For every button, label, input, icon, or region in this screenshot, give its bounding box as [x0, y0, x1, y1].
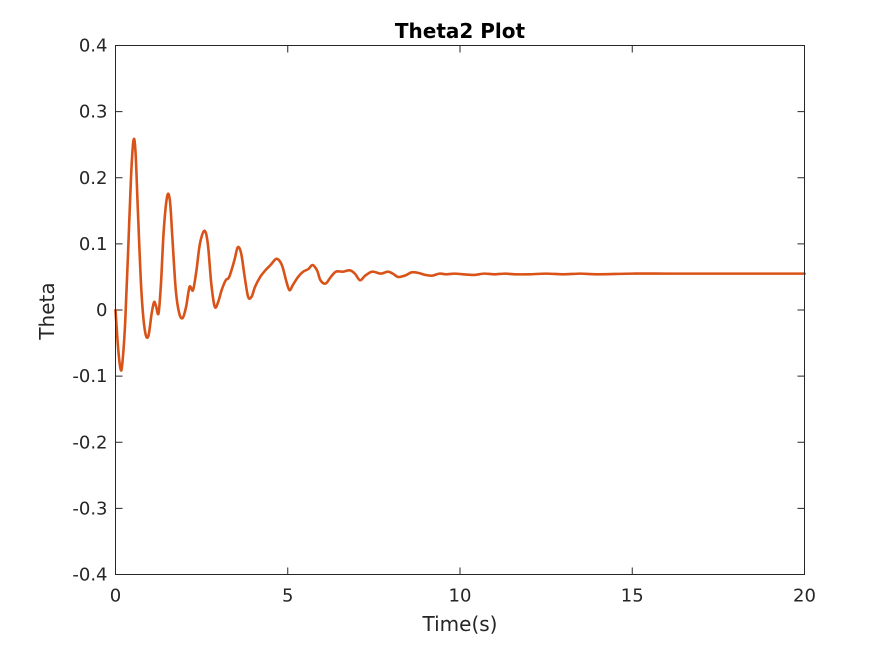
plot-box [115, 45, 805, 575]
theta2-series-line [114, 137, 806, 372]
y-tick-label: 0 [96, 300, 107, 321]
y-tick-label: -0.2 [72, 432, 107, 453]
y-tick-label: -0.4 [72, 565, 107, 586]
x-axis-label: Time(s) [422, 612, 498, 636]
chart-title: Theta2 Plot [395, 19, 526, 43]
x-tick-label: 5 [282, 586, 293, 607]
x-tick-label: 20 [793, 586, 816, 607]
y-tick-label: -0.1 [72, 366, 107, 387]
y-tick-label: 0.1 [79, 234, 108, 255]
x-tick-label: 10 [449, 586, 472, 607]
y-axis-label: Theta [35, 282, 59, 340]
y-tick-label: -0.3 [72, 498, 107, 519]
y-tick-label: 0.3 [79, 102, 108, 123]
y-tick-label: 0.4 [79, 36, 108, 57]
x-tick-label: 0 [110, 586, 121, 607]
ticks-layer: 0 5 10 15 20 -0.4 -0.3 -0.2 -0.1 0 0.1 0.2 0.3 0.4 [72, 36, 816, 607]
x-tick-label: 15 [621, 586, 644, 607]
series-layer [114, 137, 806, 372]
y-tick-label: 0.2 [79, 168, 108, 189]
